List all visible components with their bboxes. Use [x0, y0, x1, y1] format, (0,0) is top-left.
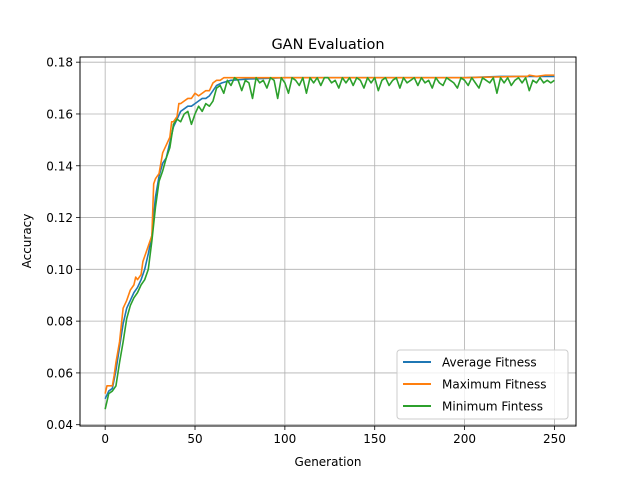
x-axis-title: Generation — [295, 455, 362, 469]
y-tick-label: 0.10 — [46, 263, 73, 277]
chart-title: GAN Evaluation — [271, 37, 384, 53]
x-tick-label: 0 — [101, 432, 109, 446]
x-tick-label: 100 — [273, 432, 296, 446]
x-tick-label: 50 — [187, 432, 202, 446]
y-tick-label: 0.14 — [46, 159, 73, 173]
series-line-maximum-fitness — [104, 74, 555, 394]
grid — [80, 57, 576, 426]
legend-label-minimum-fintess: Minimum Fintess — [442, 400, 543, 414]
legend-label-maximum-fitness: Maximum Fitness — [442, 378, 547, 392]
y-tick-label: 0.12 — [46, 211, 73, 225]
x-tick-label: 150 — [363, 432, 386, 446]
y-tick-label: 0.18 — [46, 56, 73, 70]
y-tick-label: 0.16 — [46, 107, 73, 121]
y-axis-title: Accuracy — [20, 214, 34, 269]
y-tick-label: 0.08 — [46, 315, 73, 329]
legend-label-average-fitness: Average Fitness — [442, 356, 537, 370]
x-axis-ticks: 0 50 100 150 200 250 — [101, 426, 566, 446]
y-tick-label: 0.04 — [46, 418, 73, 432]
plot-frame — [79, 56, 577, 427]
x-tick-label: 200 — [453, 432, 476, 446]
series-lines — [104, 74, 555, 410]
y-tick-label: 0.06 — [46, 366, 73, 380]
legend: Average Fitness Maximum Fitness Minimum … — [396, 349, 569, 420]
series-line-minimum-fintess — [104, 76, 555, 410]
y-axis-ticks: 0.04 0.06 0.08 0.10 0.12 0.14 0.16 0.18 — [46, 56, 80, 432]
x-tick-label: 250 — [543, 432, 566, 446]
legend-box — [396, 349, 569, 420]
